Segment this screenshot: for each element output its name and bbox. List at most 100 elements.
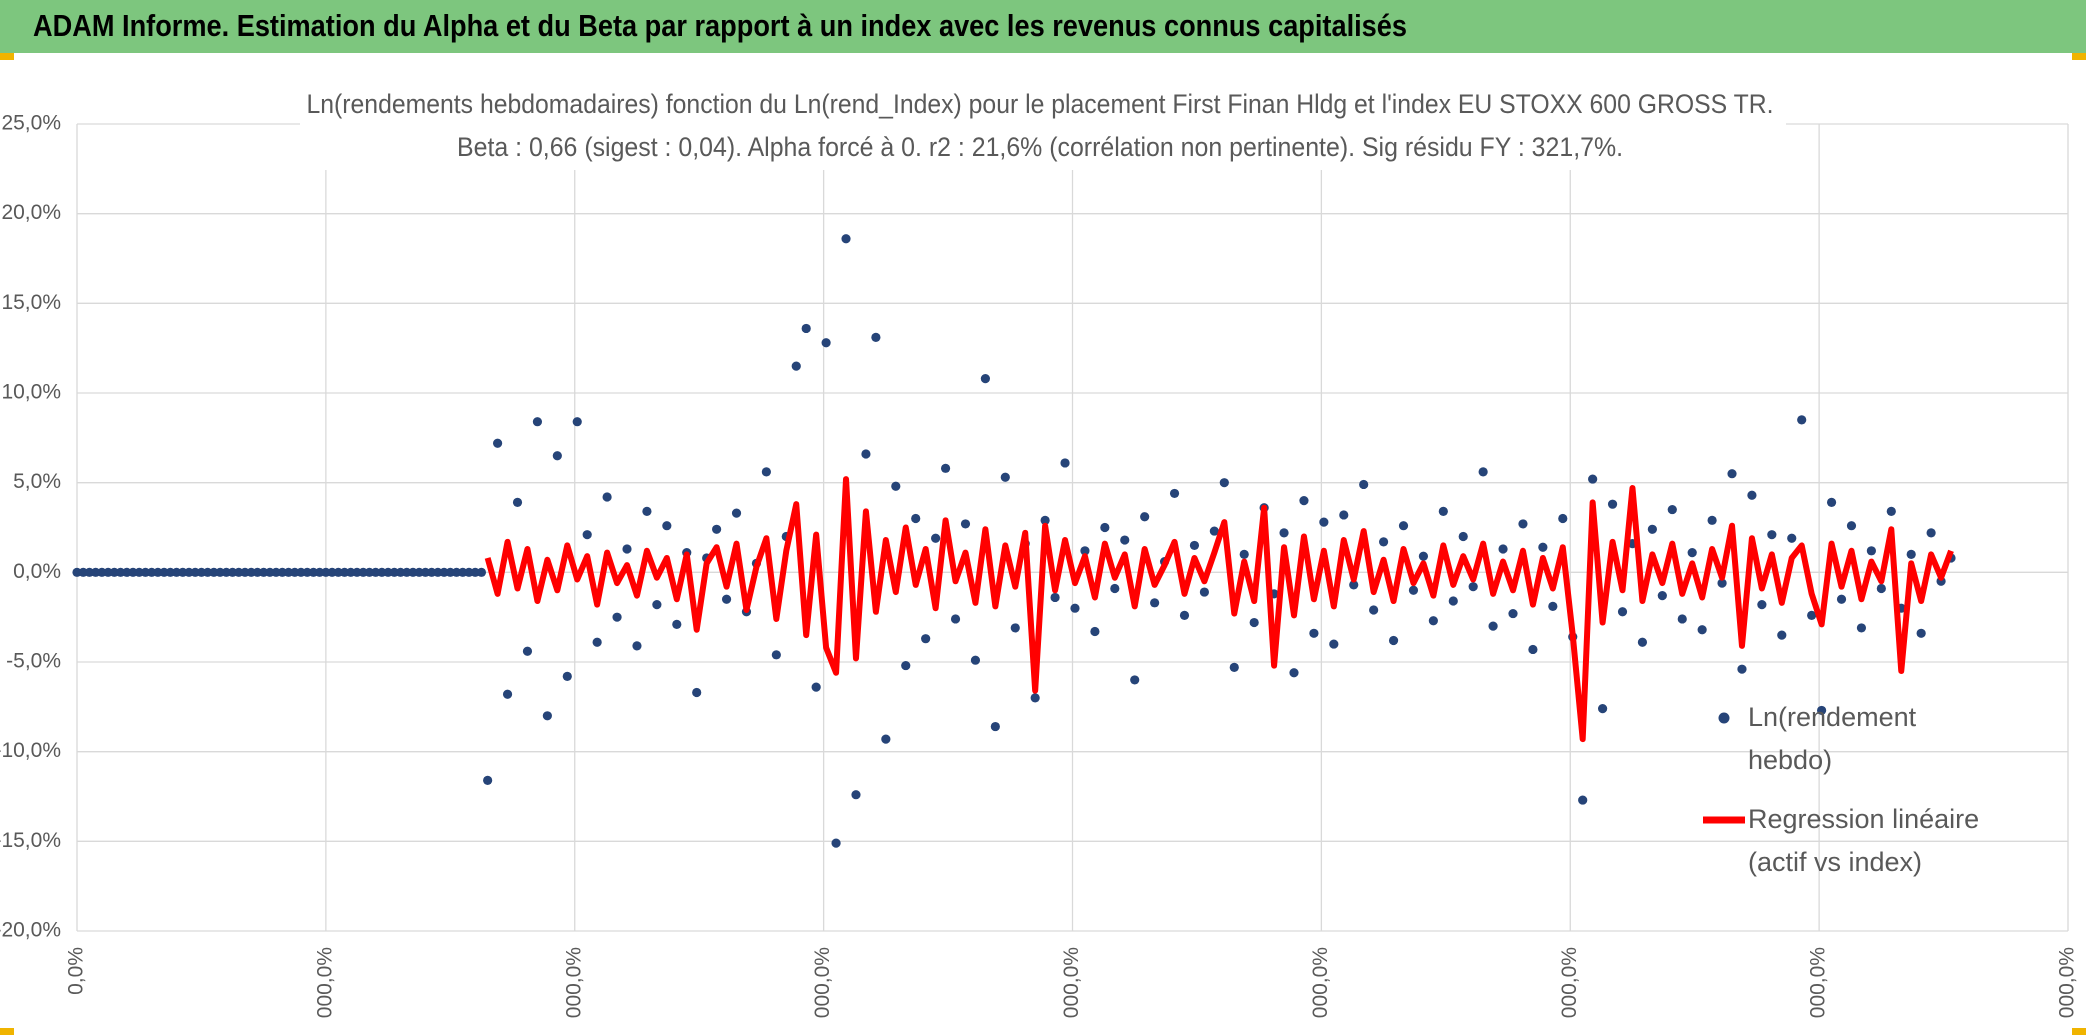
- y-tick-label: -20,0%: [0, 919, 61, 942]
- data-point: [1508, 608, 1518, 619]
- data-point: [483, 775, 493, 785]
- data-point: [1866, 546, 1876, 556]
- data-point: [960, 519, 971, 529]
- data-point: [801, 323, 811, 334]
- data-point: [1747, 490, 1757, 500]
- legend-mark: [1718, 712, 1730, 724]
- header-bar: [0, 0, 2086, 53]
- data-point: [602, 492, 612, 502]
- data-point: [692, 687, 702, 698]
- legend-symbol: [1703, 816, 1745, 824]
- y-tick-label: 5,0%: [13, 470, 61, 493]
- x-tick-label: 000,0%: [1309, 947, 1332, 1018]
- data-point: [1637, 637, 1648, 647]
- data-point: [940, 463, 951, 473]
- data-point: [1229, 662, 1239, 672]
- title-background: [300, 86, 1786, 170]
- data-point: [1359, 479, 1369, 490]
- data-point: [1588, 474, 1598, 484]
- data-point: [582, 530, 592, 540]
- x-tick-label: 000,0%: [1807, 947, 1830, 1018]
- data-point: [831, 838, 841, 848]
- corner-marker: [0, 1028, 14, 1035]
- data-point: [1578, 795, 1588, 805]
- data-point: [970, 655, 981, 665]
- data-point: [851, 790, 861, 800]
- data-point: [921, 634, 931, 644]
- data-point: [1528, 644, 1538, 655]
- data-point: [1299, 496, 1309, 506]
- data-point: [1707, 515, 1717, 525]
- data-point: [1667, 504, 1677, 515]
- x-tick-label: 000,0%: [1558, 947, 1581, 1018]
- data-point: [1886, 506, 1896, 516]
- data-point: [1239, 549, 1249, 560]
- legend-label: Regression linéaire (actif vs index): [1748, 804, 1980, 877]
- x-tick-label: 000,0%: [2056, 947, 2079, 1018]
- data-point: [1169, 488, 1180, 499]
- header-title: ADAM Informe. Estimation du Alpha et du …: [33, 8, 1407, 43]
- data-point: [1737, 664, 1747, 674]
- data-point: [931, 533, 941, 543]
- data-point: [502, 689, 513, 699]
- data-point: [1418, 551, 1429, 561]
- data-point: [811, 682, 821, 692]
- legend-label: Ln(rendement hebdo): [1748, 702, 1917, 775]
- data-point: [1767, 530, 1777, 540]
- data-point: [1388, 635, 1399, 646]
- data-point: [1836, 594, 1847, 604]
- data-point: [1110, 583, 1120, 594]
- data-point: [1249, 617, 1259, 628]
- data-point: [632, 641, 642, 651]
- data-point: [1876, 583, 1886, 594]
- data-point: [652, 600, 662, 610]
- data-point: [1090, 626, 1100, 637]
- data-point: [1329, 639, 1339, 649]
- x-tick-label: 000,0%: [313, 947, 336, 1018]
- data-point: [522, 646, 533, 656]
- data-point: [1219, 478, 1229, 488]
- data-point: [901, 660, 911, 671]
- data-point: [1906, 549, 1916, 560]
- data-point: [1777, 630, 1787, 640]
- data-point: [1378, 537, 1389, 547]
- data-point: [1677, 614, 1687, 624]
- x-tick-label: 000,0%: [811, 947, 834, 1018]
- data-point: [891, 481, 901, 491]
- data-point: [1607, 499, 1618, 509]
- data-point: [1856, 623, 1867, 633]
- data-point: [1797, 415, 1807, 425]
- data-point: [542, 711, 552, 721]
- data-point: [1199, 587, 1210, 597]
- data-point: [841, 234, 851, 244]
- data-point: [1309, 628, 1319, 638]
- y-tick-label: 0,0%: [13, 560, 61, 583]
- data-point: [1727, 469, 1737, 479]
- legend-symbol: [1718, 712, 1730, 724]
- y-tick-label: 15,0%: [1, 291, 61, 314]
- data-point: [881, 734, 891, 744]
- data-point: [1428, 616, 1438, 626]
- data-point: [721, 594, 732, 604]
- data-point: [791, 361, 801, 371]
- data-point: [592, 637, 602, 647]
- data-point: [1349, 580, 1359, 590]
- data-point: [1717, 578, 1727, 588]
- data-point: [562, 671, 572, 681]
- x-tick-label: 000,0%: [1060, 947, 1083, 1018]
- corner-marker: [2072, 1028, 2086, 1035]
- data-point: [771, 650, 781, 660]
- data-point: [1458, 531, 1468, 542]
- data-point: [1817, 705, 1827, 716]
- data-point: [1807, 610, 1817, 620]
- data-point: [1030, 693, 1040, 703]
- data-point: [712, 524, 722, 534]
- data-point: [1150, 598, 1160, 608]
- data-point: [1687, 548, 1697, 558]
- data-point: [1757, 600, 1767, 610]
- data-point: [761, 467, 771, 477]
- data-point: [492, 438, 503, 448]
- data-point: [1617, 607, 1628, 617]
